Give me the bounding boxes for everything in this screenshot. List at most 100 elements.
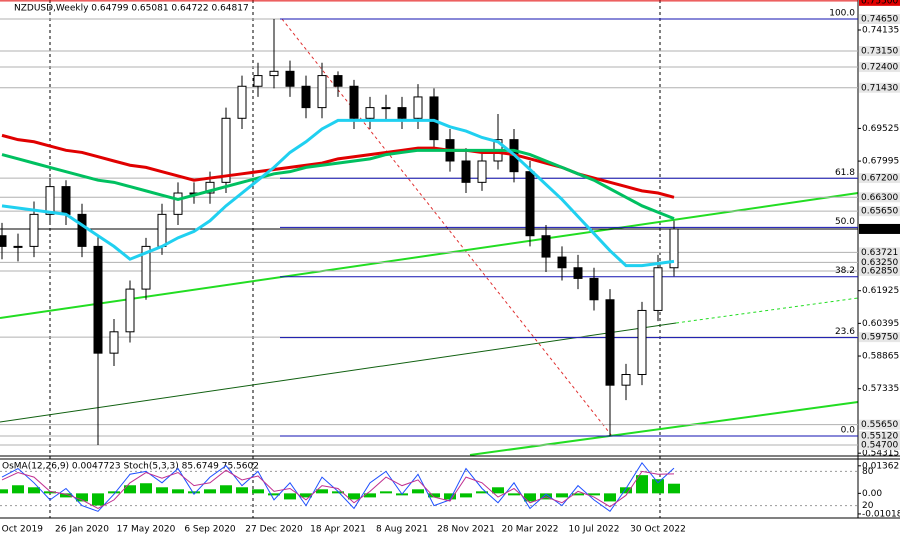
x-tick-label: 27 Dec 2020 (245, 525, 303, 535)
histogram-bar (428, 493, 440, 498)
x-tick-label: 6 Oct 2019 (0, 525, 43, 535)
y-tick-label: 0.61925 (862, 286, 899, 296)
histogram-bar (76, 493, 88, 502)
histogram-bar (268, 493, 280, 496)
y-tick-label: 0.69525 (862, 124, 899, 134)
indicator-title: OsMA(12,26,9) 0.0047723 Stoch(5,3,3) 85.… (2, 462, 259, 472)
level-label-box (859, 247, 900, 258)
candle-body (125, 288, 135, 333)
candle-body (301, 85, 311, 109)
candle-body (637, 309, 647, 376)
y-tick-label: 0.54315 (862, 449, 899, 459)
candle-body (157, 213, 167, 247)
level-label-box (859, 257, 900, 268)
x-tick-label: 17 May 2020 (117, 525, 176, 535)
histogram-bar (476, 491, 488, 494)
level-label: 0.55120 (861, 431, 898, 441)
fib-label: 23.6 (835, 327, 855, 337)
histogram-bar (508, 493, 520, 496)
histogram-bar (524, 493, 536, 502)
histogram-bar (652, 479, 664, 494)
candle-body (173, 192, 183, 215)
x-tick-label: 18 Apr 2021 (310, 525, 366, 535)
y-tick-label: -0.010181 (862, 509, 900, 519)
level-label: 0.65650 (861, 207, 898, 217)
level-label-box (859, 265, 900, 276)
x-tick-label: 26 Jan 2020 (55, 525, 109, 535)
trend-line (0, 322, 677, 423)
fib-label: 50.0 (835, 217, 855, 227)
y-tick-label: 0.013621 (862, 461, 900, 471)
candle-body (525, 171, 535, 237)
histogram-bar (12, 485, 24, 494)
y-tick-label: 0.60395 (862, 319, 899, 329)
level-label: 0.63721 (861, 248, 898, 258)
candle-body (589, 277, 599, 301)
candle-body (285, 70, 295, 87)
y-tick-label: 0.57335 (862, 384, 899, 394)
histogram-bar (588, 493, 600, 496)
histogram-bar (412, 489, 424, 494)
candle-body (461, 160, 471, 183)
histogram-bar (636, 475, 648, 494)
x-tick-label: 10 Jul 2022 (569, 525, 620, 535)
level-label: 0.55650 (861, 420, 898, 430)
candle-body (109, 331, 119, 354)
x-tick-label: 28 Nov 2021 (437, 525, 495, 535)
level-label-box (859, 419, 900, 430)
candle-body (413, 96, 423, 119)
candle-body (29, 213, 39, 247)
candle-body (77, 213, 87, 247)
level-label-box (859, 173, 900, 184)
histogram-bar (364, 493, 376, 498)
histogram-bar (28, 487, 40, 494)
histogram-bar (348, 493, 360, 500)
trend-line (0, 192, 859, 319)
candle-body (477, 160, 487, 183)
candle-body (541, 235, 551, 258)
oscillator-line (1, 469, 675, 510)
level-label-box (859, 62, 900, 73)
histogram-bar (44, 491, 56, 494)
histogram-bar (252, 489, 264, 494)
histogram-bar (444, 493, 456, 500)
fib-label: 38.2 (835, 266, 855, 276)
histogram-bar (300, 493, 312, 498)
level-label-box (859, 206, 900, 217)
candle-body (141, 245, 151, 290)
level-label: 0.63250 (861, 258, 898, 268)
level-label: 0.67200 (861, 174, 898, 184)
oscillator-line (1, 461, 675, 512)
candle-body (61, 186, 71, 215)
histogram-bar (92, 493, 104, 506)
chart-title: NZDUSD,Weekly 0.64799 0.65081 0.64722 0.… (14, 4, 249, 14)
candle-body (13, 245, 23, 248)
histogram-bar (316, 489, 328, 494)
histogram-bar (156, 487, 168, 494)
moving-average (1, 148, 675, 221)
histogram-bar (380, 491, 392, 494)
candle-body (253, 75, 263, 87)
level-label-box (859, 332, 900, 343)
candle-body (653, 267, 663, 311)
histogram-bar (204, 489, 216, 494)
candle-body (93, 245, 103, 354)
candle-body (381, 107, 391, 110)
candle-body (397, 107, 407, 119)
level-label: 0.71430 (861, 83, 898, 93)
level-label: 0.74650 (861, 15, 898, 25)
histogram-bar (188, 491, 200, 494)
x-tick-label: 6 Sep 2020 (184, 525, 236, 535)
candle-body (333, 75, 343, 87)
x-tick-label: 30 Oct 2022 (630, 525, 686, 535)
histogram-bar (572, 493, 584, 496)
candle-body (573, 267, 583, 279)
level-label: 0.54700 (861, 440, 898, 450)
moving-average (1, 118, 675, 268)
candle-body (621, 374, 631, 386)
level-label: 0.72400 (861, 63, 898, 73)
histogram-bar (492, 487, 504, 494)
y2-tick-label: 20 (862, 501, 874, 511)
histogram-bar (60, 493, 72, 498)
